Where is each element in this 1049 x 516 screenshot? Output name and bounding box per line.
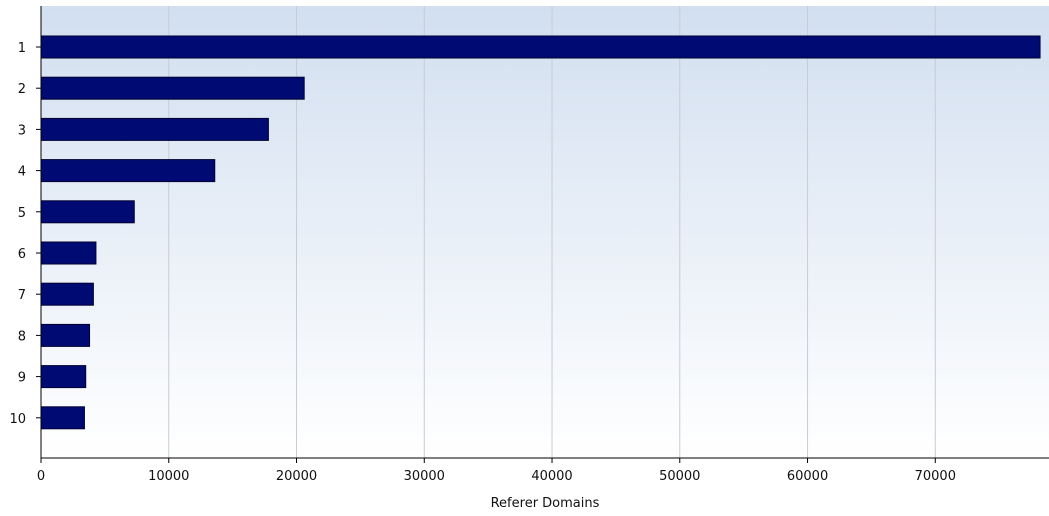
y-tick-label: 5: [18, 206, 26, 221]
plot-background: [41, 6, 1049, 458]
bar-3: [40, 117, 269, 141]
y-tick-label: 6: [18, 247, 26, 262]
bar-1: [40, 35, 1041, 59]
y-tick-label: 4: [18, 165, 26, 180]
x-tick-label: 20000: [276, 469, 317, 484]
bar-5: [40, 200, 135, 224]
y-tick-label: 7: [18, 288, 26, 303]
x-tick-label: 40000: [531, 469, 572, 484]
bar-4: [40, 159, 216, 183]
y-tick-label: 1: [18, 41, 26, 56]
bars: [40, 35, 1041, 430]
y-tick-label: 9: [18, 371, 26, 386]
x-tick-label: 10000: [148, 469, 189, 484]
y-tick-label: 2: [18, 82, 26, 97]
bar-6: [40, 241, 97, 265]
axes: [40, 6, 1049, 459]
bar-8: [40, 323, 91, 347]
bar-2: [40, 76, 305, 100]
bar-10: [40, 406, 85, 430]
x-tick-label: 0: [37, 469, 45, 484]
y-tick-labels: 1 2 3 4 5 6 7 8 9 10: [9, 41, 41, 427]
x-tick-labels: 0 10000 20000 30000 40000 50000 60000 70000: [37, 458, 956, 484]
x-tick-label: 70000: [915, 469, 956, 484]
x-tick-label: 30000: [404, 469, 445, 484]
y-tick-label: 3: [18, 123, 26, 138]
x-tick-label: 50000: [659, 469, 700, 484]
x-axis-title: Referer Domains: [491, 496, 600, 511]
bar-9: [40, 365, 87, 389]
x-tick-label: 60000: [787, 469, 828, 484]
y-tick-label: 10: [9, 412, 26, 427]
bar-7: [40, 282, 94, 306]
y-tick-label: 8: [18, 329, 26, 344]
